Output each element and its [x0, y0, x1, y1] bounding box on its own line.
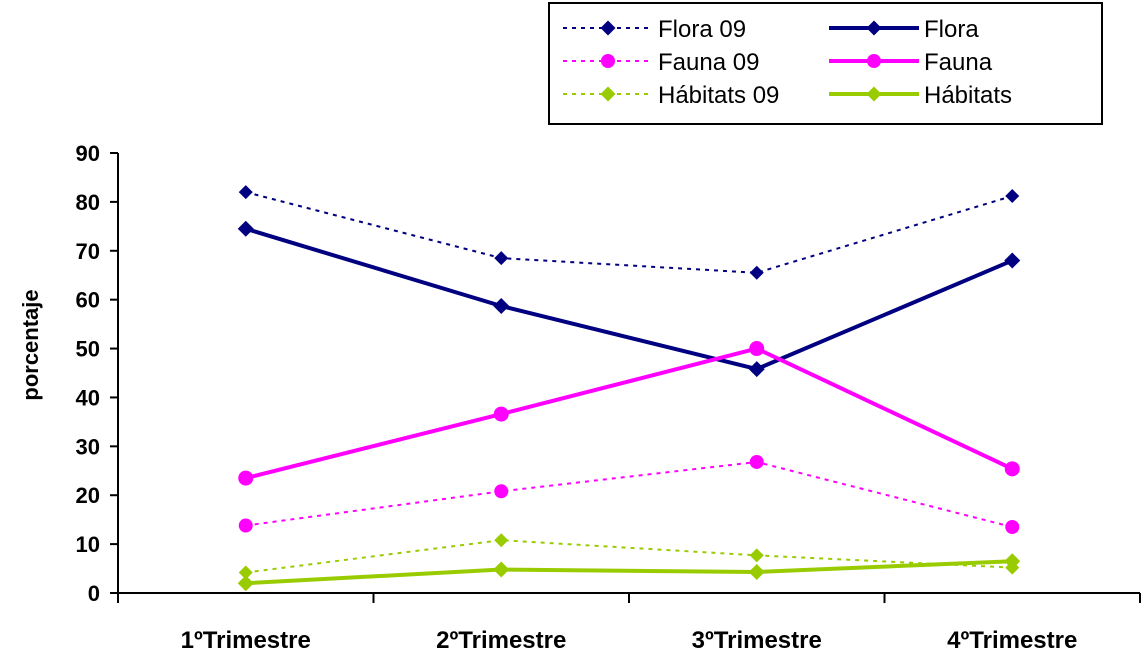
data-point: [238, 185, 253, 200]
series-line: [245, 346, 1014, 481]
series-0: [238, 185, 1020, 280]
data-point: [749, 265, 764, 280]
x-tick-label: 2ºTrimestre: [436, 627, 566, 654]
data-point: [493, 561, 510, 578]
y-tick-label: 10: [76, 532, 100, 557]
series-layer: [237, 185, 1021, 592]
data-point: [493, 298, 510, 315]
legend: Flora 09 Flora Fauna 09 Fauna Hábitats 09 Háb…: [548, 2, 1103, 125]
series-line: [245, 559, 1013, 586]
legend-marker: [867, 54, 881, 68]
legend-item: Fauna: [829, 49, 993, 76]
legend-item: Hábitats 09: [563, 82, 779, 109]
legend-marker: [866, 86, 882, 102]
data-point: [238, 470, 254, 486]
x-tick-label: 1ºTrimestre: [181, 627, 311, 654]
axes: 0 10 20 30 40 50 60 70 80 90 1ºTrimestre 2ºTrimestr…: [76, 141, 1141, 654]
legend-item: Fauna 09: [563, 49, 759, 76]
legend-label: Fauna: [924, 49, 993, 76]
legend-marker: [601, 54, 615, 68]
y-tick-label: 20: [76, 483, 100, 508]
data-point: [237, 220, 254, 237]
data-point: [749, 454, 764, 469]
legend-label: Hábitats 09: [658, 82, 779, 109]
legend-marker: [600, 20, 616, 36]
y-tick-label: 80: [76, 190, 100, 215]
series-5: [237, 553, 1021, 592]
y-tick-label: 40: [76, 385, 100, 410]
data-point: [749, 548, 764, 563]
data-point: [494, 533, 509, 548]
series-line: [245, 460, 1013, 528]
data-point: [1004, 553, 1021, 570]
y-tick-label: 70: [76, 239, 100, 264]
data-point: [238, 565, 253, 580]
data-point: [494, 484, 509, 499]
data-point: [494, 251, 509, 266]
legend-label: Hábitats: [924, 82, 1012, 109]
data-point: [748, 563, 765, 580]
x-tick-label: 4ºTrimestre: [947, 627, 1077, 654]
data-point: [237, 575, 254, 592]
y-tick-label: 30: [76, 434, 100, 459]
series-1: [237, 220, 1021, 378]
legend-box: [548, 2, 1103, 125]
data-point: [1005, 189, 1020, 204]
legend-item: Flora: [829, 16, 979, 43]
legend-label: Fauna 09: [658, 49, 759, 76]
y-tick-label: 90: [76, 141, 100, 166]
legend-label: Flora: [924, 16, 979, 43]
legend-marker: [866, 20, 882, 36]
series-line: [245, 226, 1014, 372]
y-axis-title: porcentaje: [18, 289, 43, 400]
y-tick-label: 60: [76, 288, 100, 313]
series-2: [238, 454, 1020, 534]
legend-label: Flora 09: [658, 16, 746, 43]
data-point: [1005, 520, 1020, 534]
data-point: [493, 406, 509, 422]
y-tick-label: 0: [88, 581, 100, 606]
legend-item: Hábitats: [829, 82, 1012, 109]
x-tick-label: 3ºTrimestre: [692, 627, 822, 654]
data-point: [748, 361, 765, 378]
series-line: [245, 539, 1013, 574]
data-point: [1004, 252, 1021, 269]
y-tick-label: 50: [76, 337, 100, 362]
legend-marker: [600, 86, 616, 102]
data-point: [238, 518, 253, 533]
legend-item: Flora 09: [563, 16, 746, 43]
data-point: [1004, 461, 1020, 477]
series-3: [238, 341, 1020, 486]
data-point: [749, 341, 765, 357]
